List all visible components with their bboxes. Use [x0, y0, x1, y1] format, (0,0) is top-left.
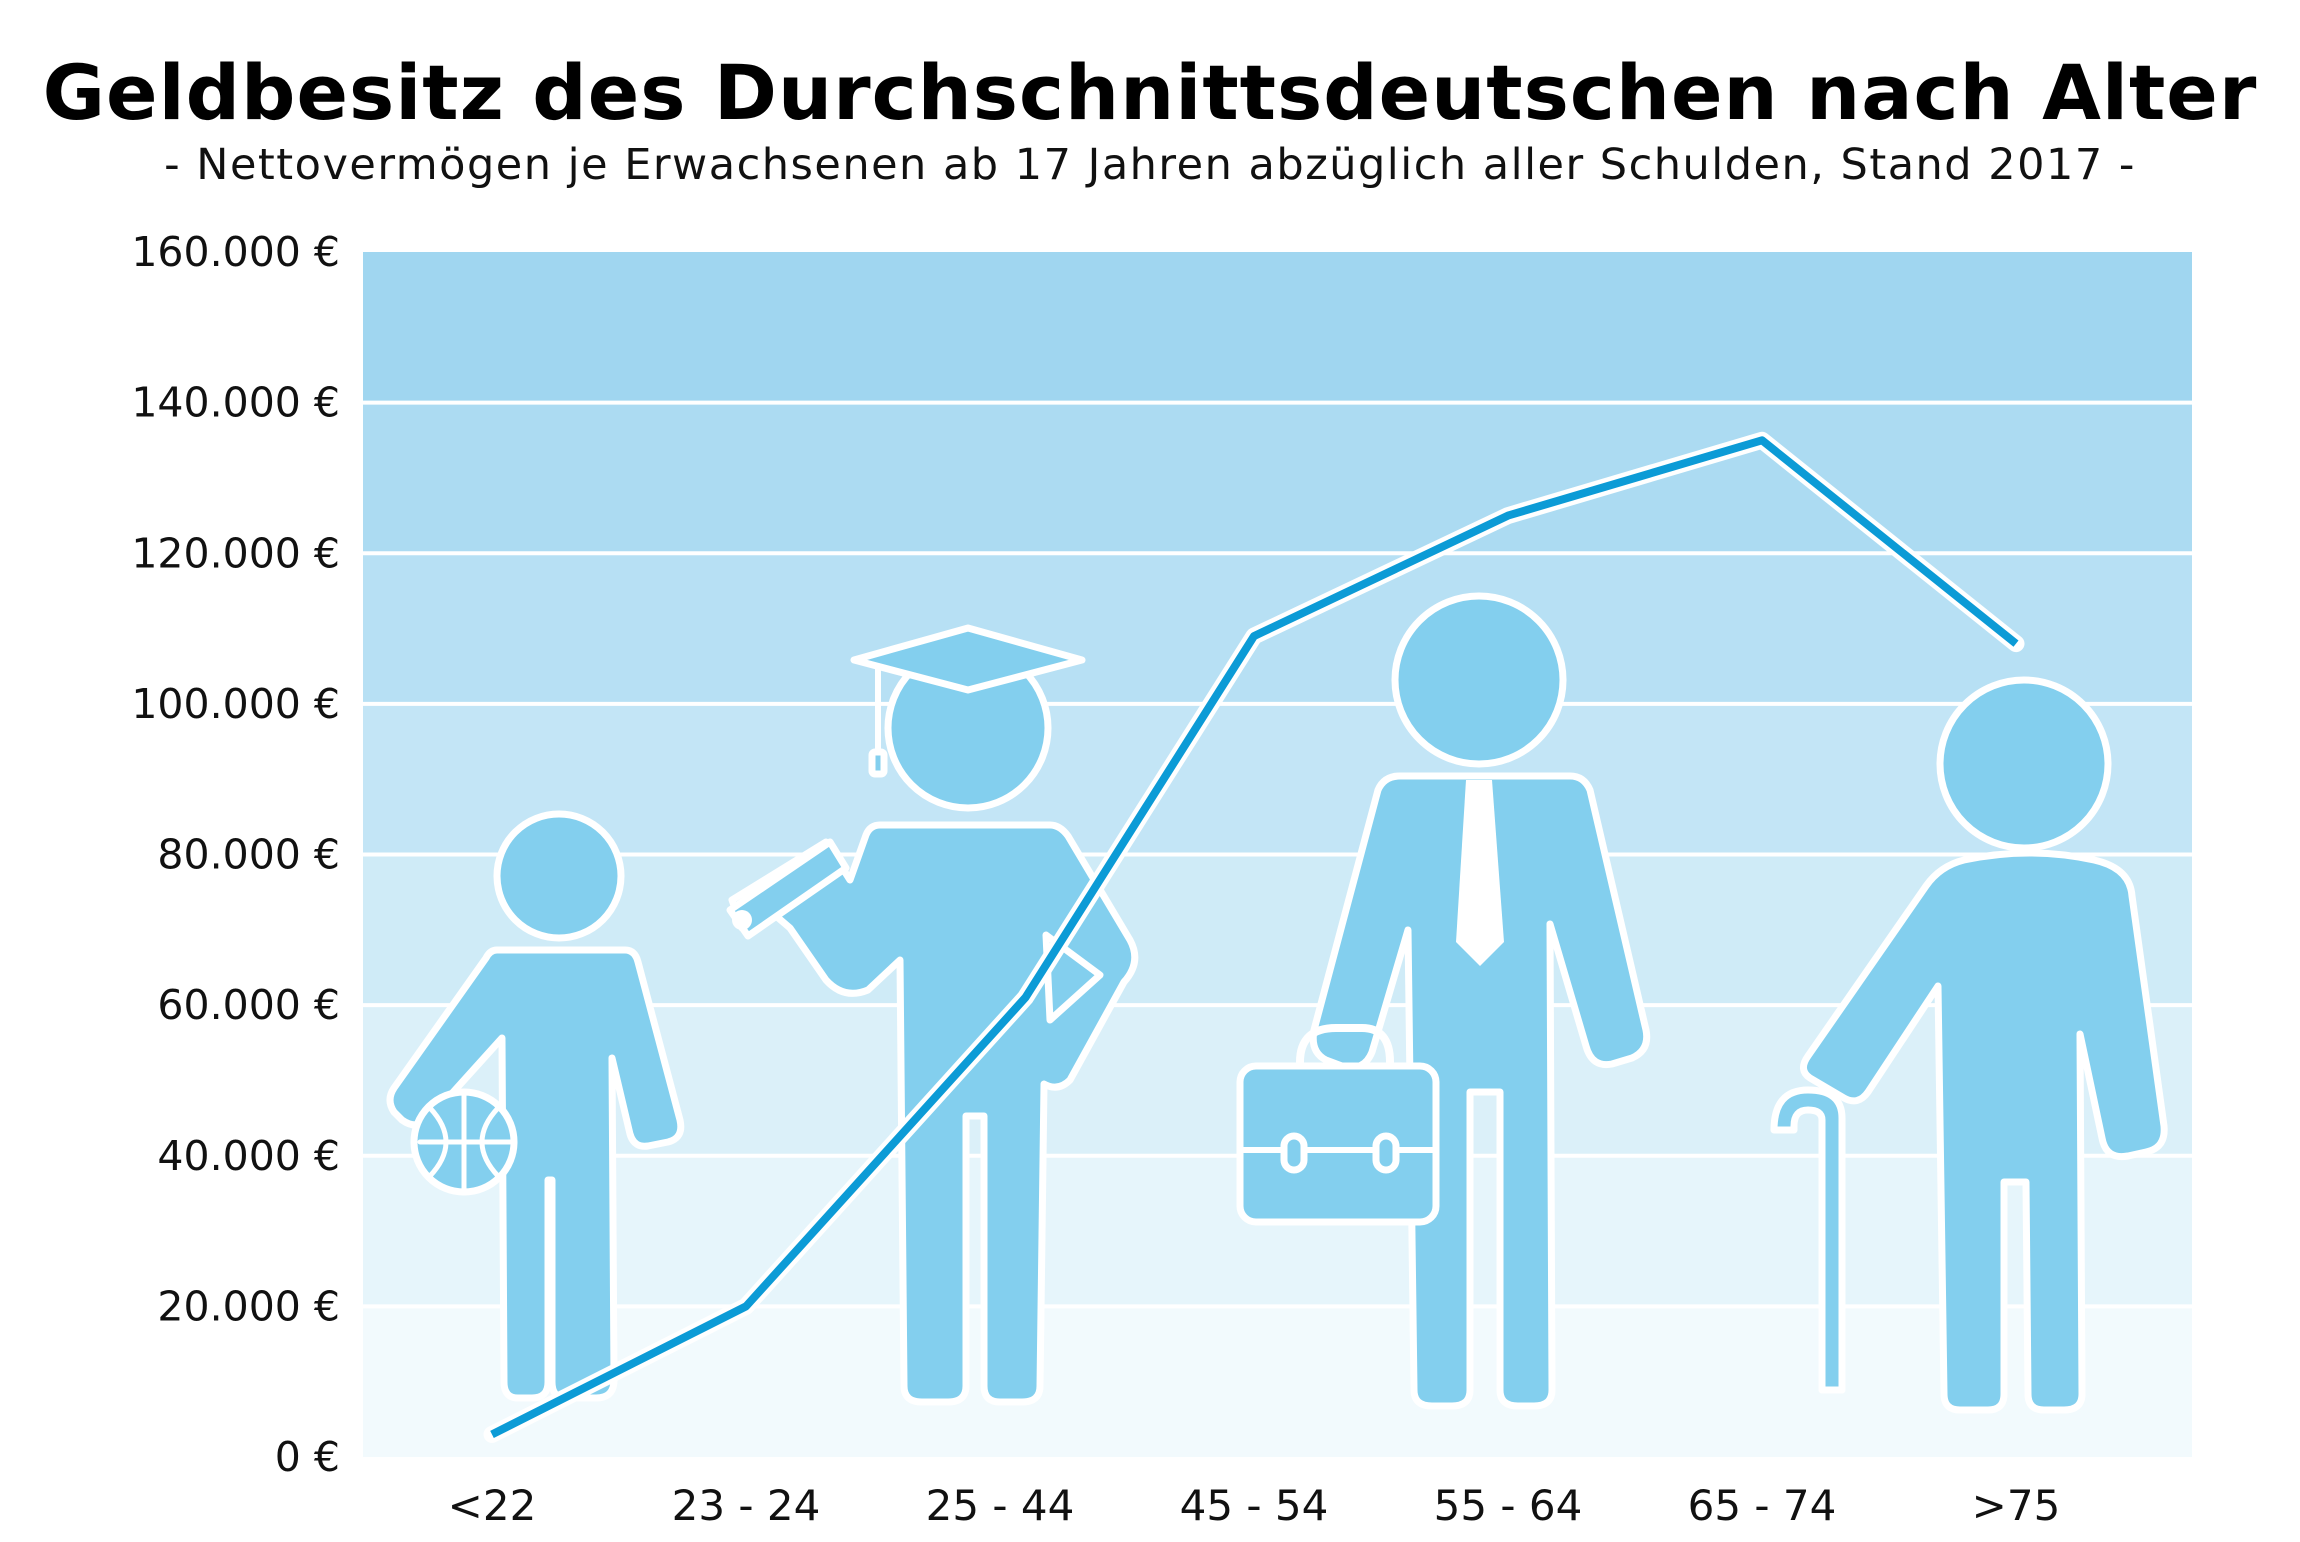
y-tick-label: 160.000 €: [131, 228, 340, 276]
gridlines: [363, 400, 2192, 1309]
background-band: [363, 703, 2192, 855]
background-band: [363, 402, 2192, 554]
y-tick-label: 40.000 €: [157, 1132, 340, 1180]
x-tick-label: 45 - 54: [1180, 1481, 1329, 1530]
y-tick-label: 120.000 €: [131, 529, 340, 577]
background-band: [363, 252, 2192, 403]
y-tick-label: 20.000 €: [157, 1282, 340, 1330]
x-tick-label: 23 - 24: [672, 1481, 821, 1530]
y-axis: 0 € 20.000 € 40.000 € 60.000 € 80.000 € 100.0…: [131, 228, 340, 1481]
x-tick-label: <22: [448, 1481, 537, 1530]
senior-with-cane-icon: [1770, 676, 2168, 1414]
child-with-basketball-icon: [386, 810, 685, 1402]
y-tick-label: 0 €: [275, 1433, 340, 1481]
series-layer: [483, 431, 2025, 1443]
x-axis: <22 23 - 24 25 - 44 45 - 54 55 - 64 65 - 74 >7…: [448, 1481, 2061, 1530]
chart-title: Geldbesitz des Durchschnittsdeutschen na…: [42, 48, 2258, 137]
y-tick-label: 60.000 €: [157, 981, 340, 1029]
y-tick-label: 80.000 €: [157, 831, 340, 879]
x-tick-label: 25 - 44: [926, 1481, 1075, 1530]
y-tick-label: 140.000 €: [131, 379, 340, 427]
chart-subtitle: - Nettovermögen je Erwachsenen ab 17 Jah…: [164, 140, 2136, 190]
background-band: [363, 1306, 2192, 1457]
x-tick-label: 55 - 64: [1434, 1481, 1583, 1530]
businessman-with-briefcase-icon: [1236, 592, 1651, 1410]
x-tick-label: >75: [1972, 1481, 2061, 1530]
x-tick-label: 65 - 74: [1688, 1481, 1837, 1530]
y-tick-label: 100.000 €: [131, 680, 340, 728]
